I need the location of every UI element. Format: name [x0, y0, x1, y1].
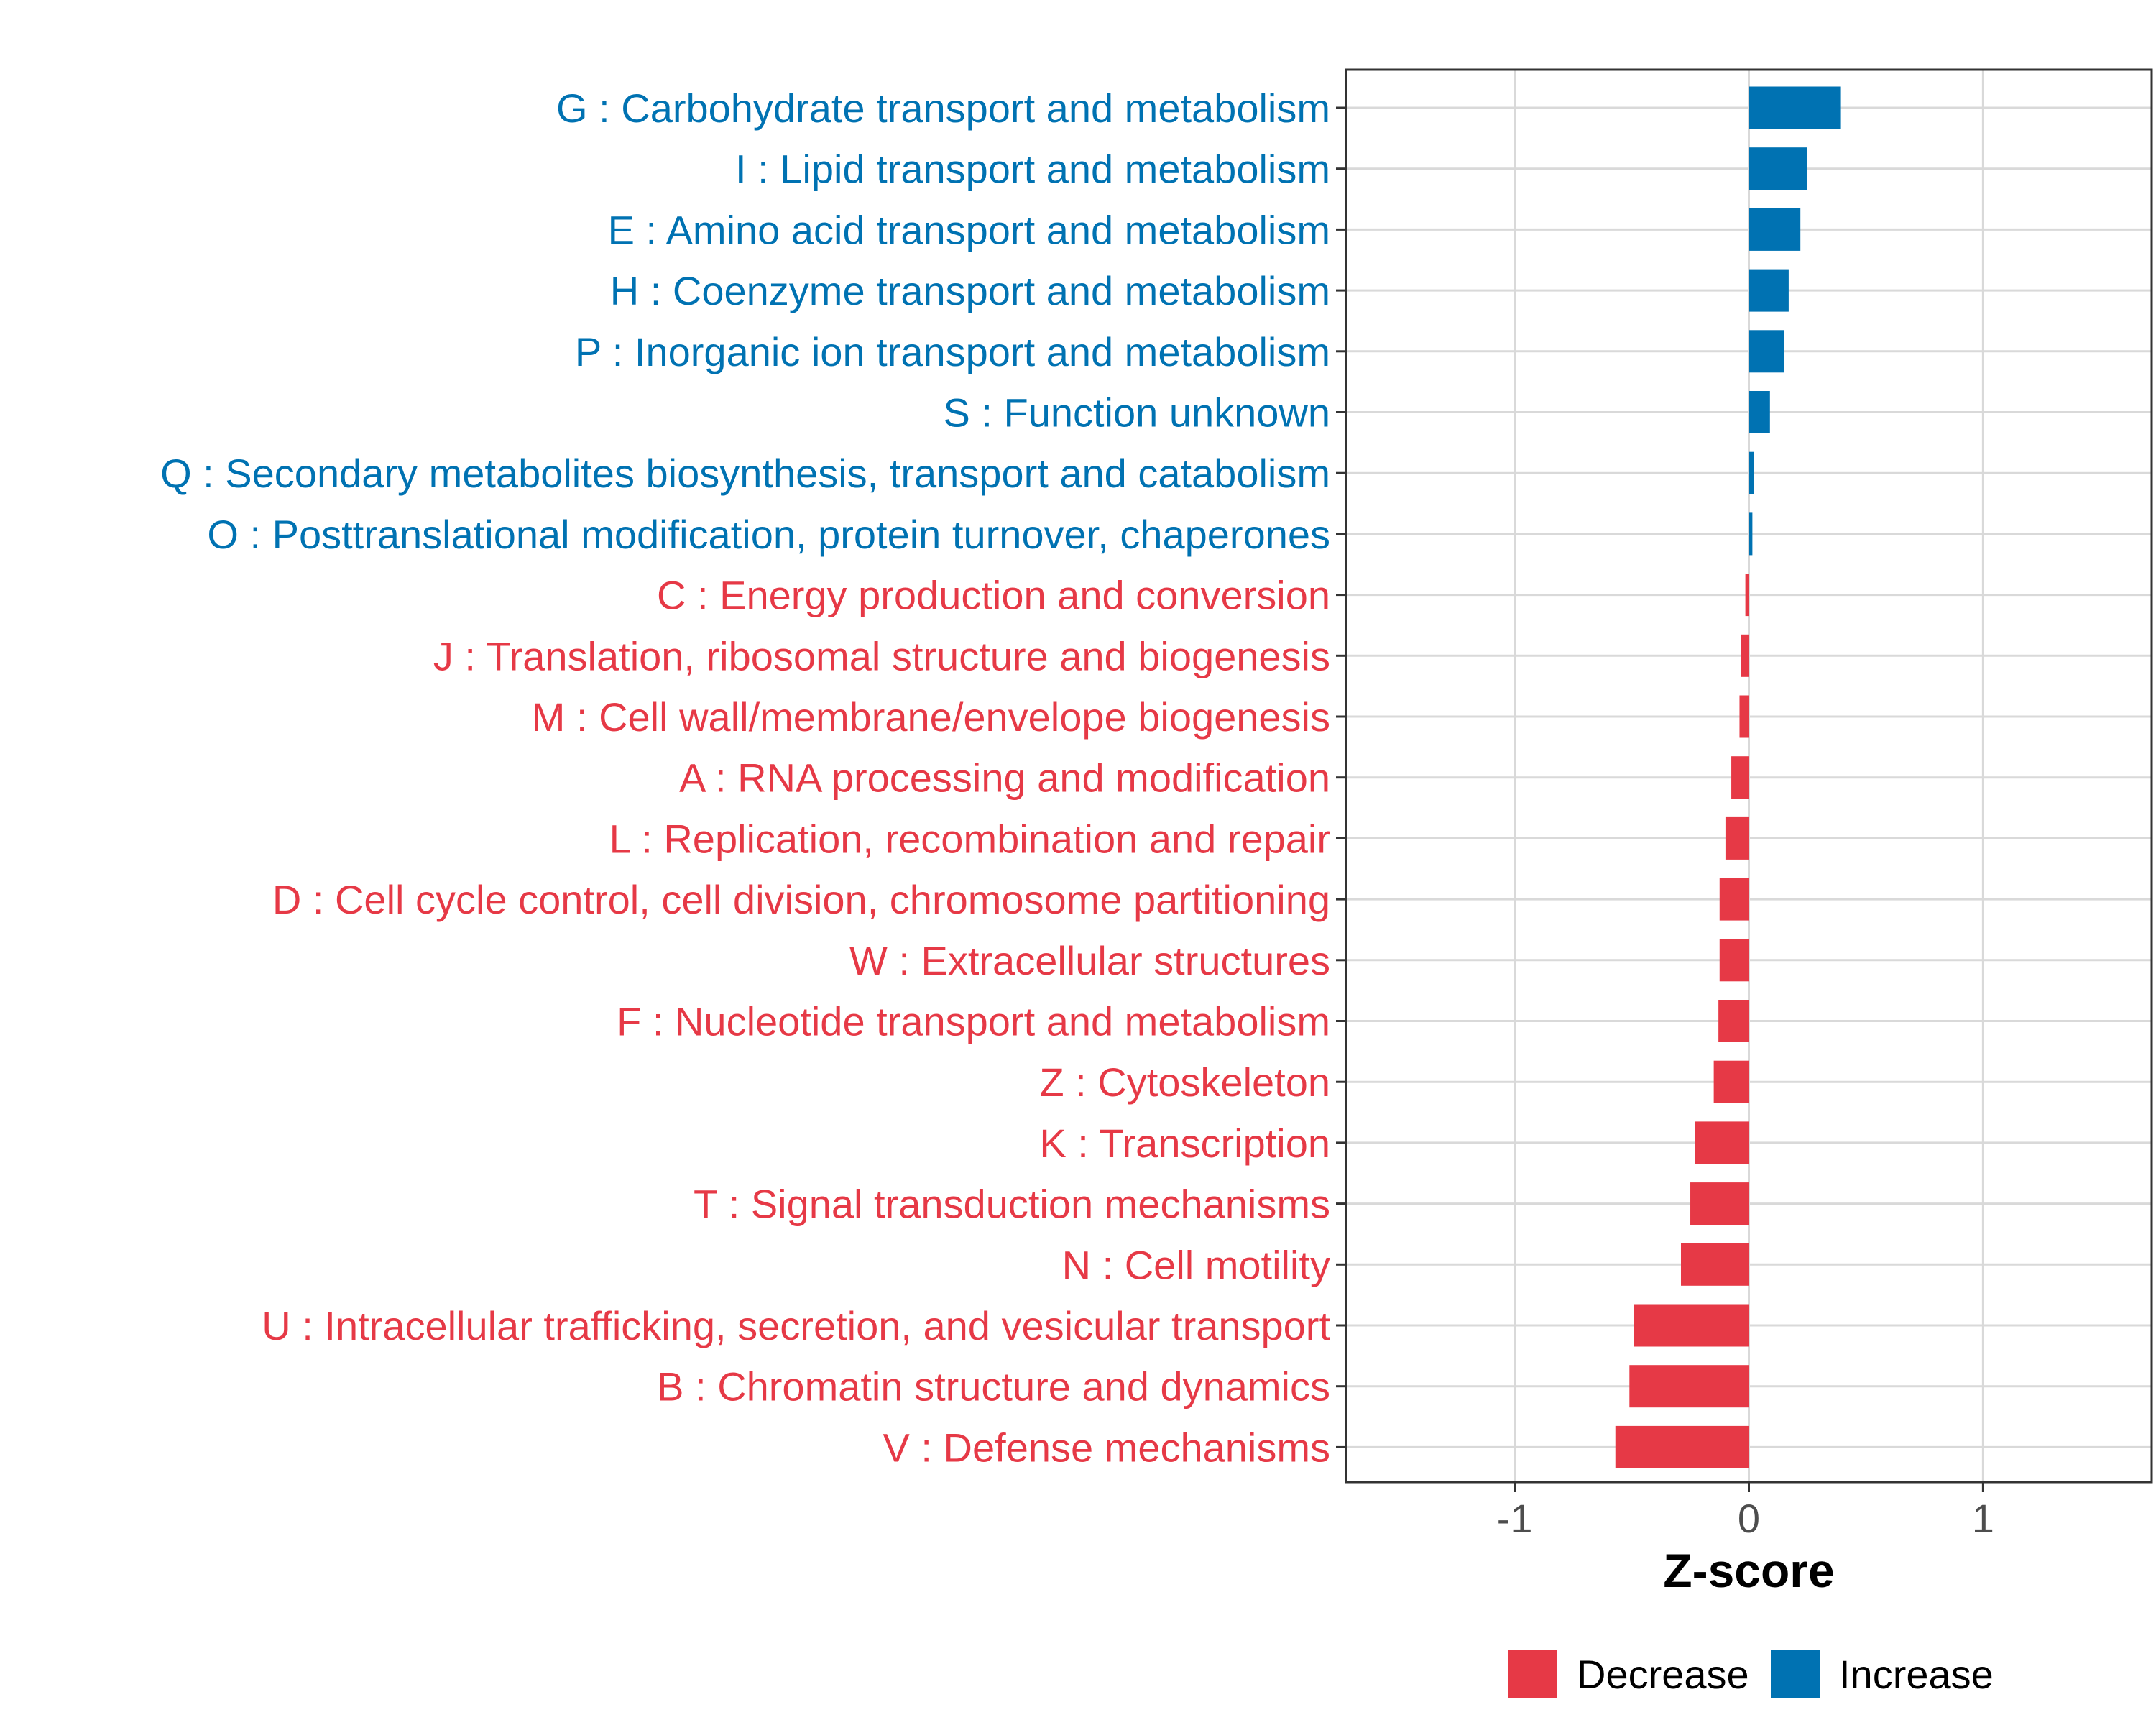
bar-0 — [1749, 86, 1841, 129]
category-label-5: S : Function unknown — [943, 390, 1330, 436]
category-label-13: D : Cell cycle control, cell division, c… — [272, 877, 1330, 922]
category-label-7: O : Posttranslational modification, prot… — [207, 512, 1330, 557]
bar-1 — [1749, 147, 1807, 190]
category-label-3: H : Coenzyme transport and metabolism — [610, 268, 1330, 313]
legend: Decrease Increase — [1508, 1650, 1994, 1698]
bar-18 — [1690, 1182, 1749, 1225]
legend-label-increase: Increase — [1839, 1652, 1994, 1697]
category-label-6: Q : Secondary metabolites biosynthesis, … — [160, 451, 1330, 496]
bar-12 — [1725, 816, 1749, 860]
category-label-12: L : Replication, recombination and repai… — [609, 816, 1330, 861]
category-label-19: N : Cell motility — [1062, 1242, 1330, 1287]
legend-key-decrease — [1508, 1650, 1557, 1698]
category-label-1: I : Lipid transport and metabolism — [735, 147, 1330, 192]
x-tick-label-1: 0 — [1738, 1496, 1760, 1541]
bar-10 — [1739, 695, 1749, 738]
bar-22 — [1615, 1425, 1749, 1468]
category-label-17: K : Transcription — [1039, 1121, 1330, 1166]
x-tick-label-0: -1 — [1497, 1496, 1533, 1541]
category-label-18: T : Signal transduction mechanisms — [694, 1182, 1330, 1227]
category-label-14: W : Extracellular structures — [849, 938, 1330, 983]
category-label-22: V : Defense mechanisms — [883, 1425, 1330, 1470]
bar-16 — [1713, 1060, 1749, 1103]
category-label-8: C : Energy production and conversion — [657, 573, 1330, 618]
category-label-11: A : RNA processing and modification — [679, 755, 1330, 801]
bar-14 — [1719, 939, 1749, 982]
bar-21 — [1629, 1365, 1749, 1408]
bar-20 — [1634, 1304, 1749, 1347]
bar-7 — [1749, 512, 1753, 556]
category-label-9: J : Translation, ribosomal structure and… — [433, 633, 1330, 678]
category-label-21: B : Chromatin structure and dynamics — [657, 1364, 1330, 1409]
bar-11 — [1731, 756, 1749, 799]
bar-3 — [1749, 269, 1789, 312]
category-label-15: F : Nucleotide transport and metabolism — [617, 999, 1330, 1044]
legend-key-increase — [1771, 1650, 1820, 1698]
bar-4 — [1749, 330, 1784, 373]
bar-2 — [1749, 208, 1801, 251]
x-tick-label-2: 1 — [1972, 1496, 1994, 1541]
category-label-10: M : Cell wall/membrane/envelope biogenes… — [532, 694, 1330, 740]
bar-8 — [1745, 574, 1749, 617]
bar-13 — [1719, 878, 1749, 921]
legend-label-decrease: Decrease — [1577, 1652, 1749, 1697]
category-label-4: P : Inorganic ion transport and metaboli… — [575, 329, 1330, 374]
x-axis-title: Z-score — [1663, 1544, 1834, 1597]
bar-6 — [1749, 451, 1754, 494]
category-label-layer: G : Carbohydrate transport and metabolis… — [160, 86, 1330, 1470]
bar-layer — [1615, 86, 1841, 1468]
category-label-0: G : Carbohydrate transport and metabolis… — [556, 86, 1330, 131]
category-label-20: U : Intracellular trafficking, secretion… — [262, 1303, 1330, 1348]
bar-15 — [1718, 1000, 1749, 1042]
bar-17 — [1695, 1121, 1749, 1164]
bar-5 — [1749, 391, 1770, 433]
axis-layer: -1 0 1 — [1336, 106, 1994, 1541]
category-label-16: Z : Cytoskeleton — [1039, 1059, 1330, 1105]
bar-9 — [1741, 634, 1749, 677]
bar-19 — [1680, 1243, 1749, 1286]
category-label-2: E : Amino acid transport and metabolism — [608, 207, 1330, 252]
